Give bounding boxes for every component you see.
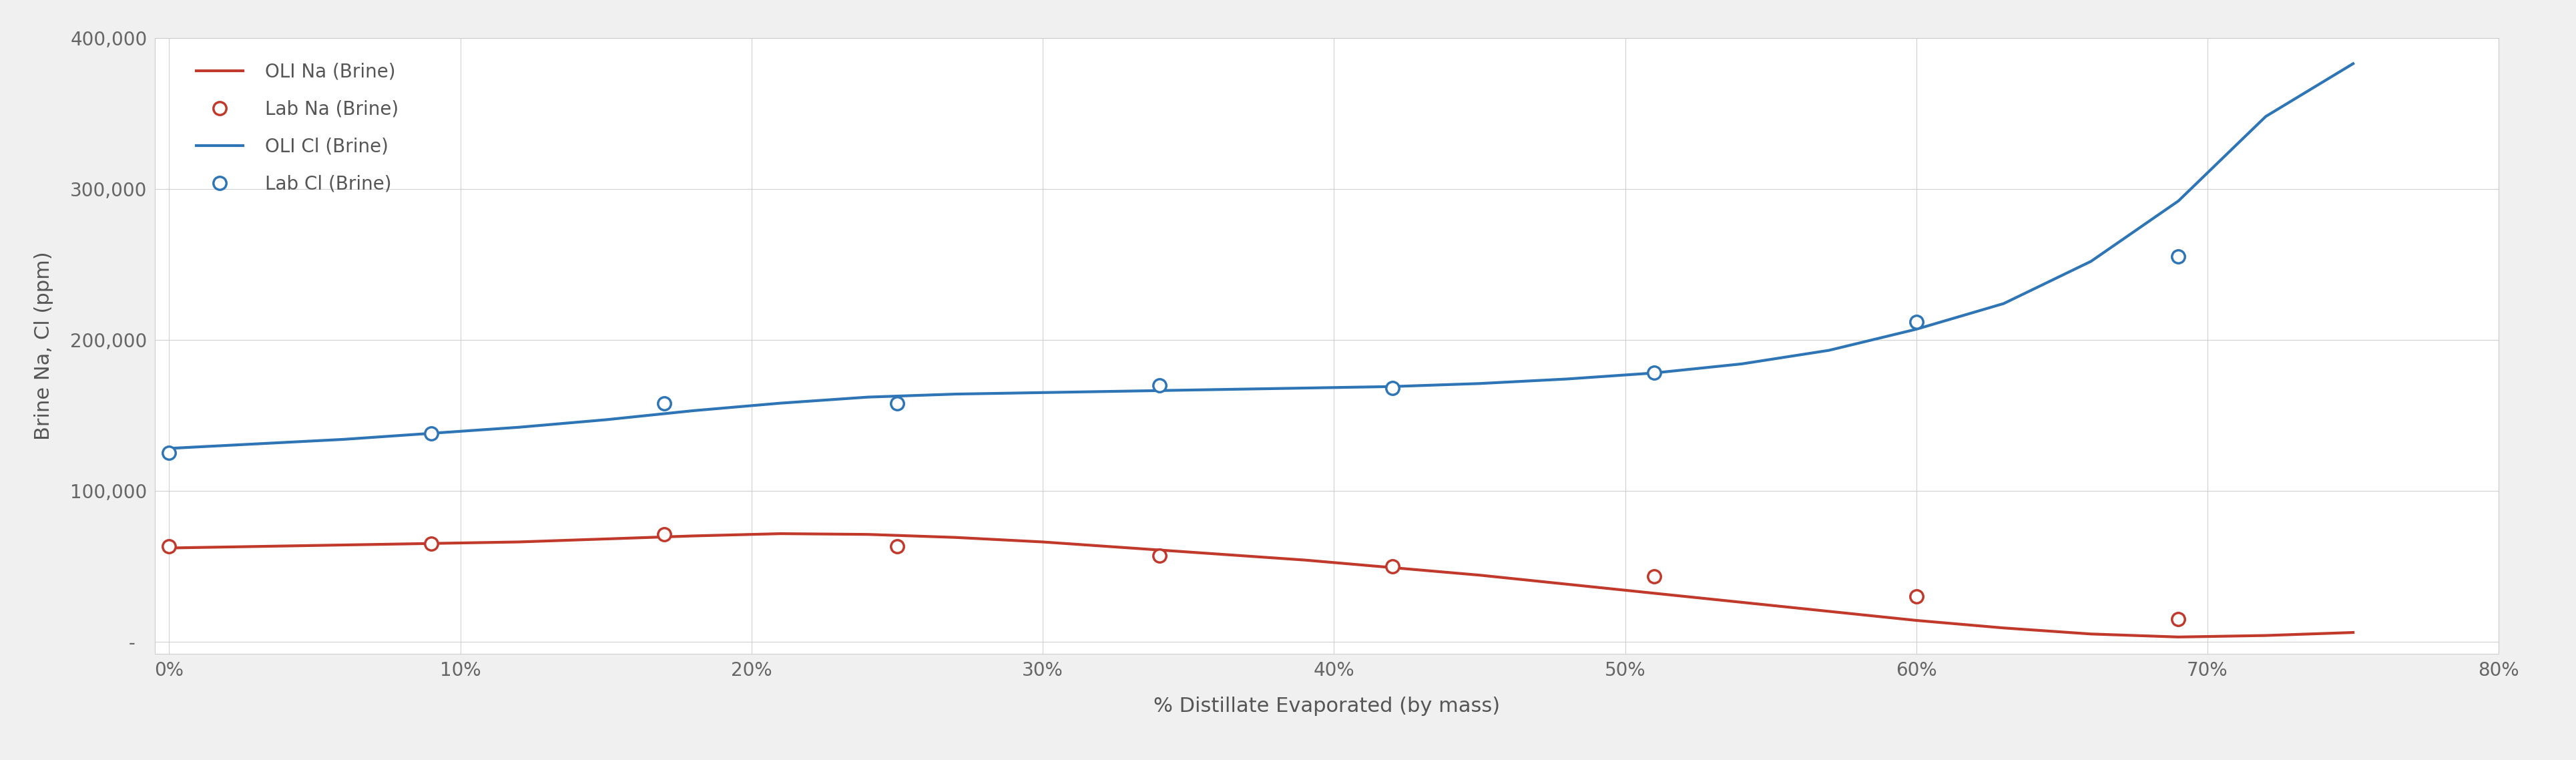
Lab Na (Brine) [1144,551,1175,560]
OLI Na (Brine) [415,539,446,548]
Lab Na (Brine) [2164,614,2195,623]
Lab Cl (Brine) [1376,384,1406,393]
Line: OLI Cl (Brine): OLI Cl (Brine) [170,64,2352,448]
X-axis label: % Distillate Evaporated (by mass): % Distillate Evaporated (by mass) [1154,696,1499,716]
OLI Cl (Brine) [1726,359,1757,369]
Lab Na (Brine) [1638,572,1669,581]
OLI Cl (Brine) [242,439,273,448]
OLI Na (Brine) [765,529,796,538]
OLI Cl (Brine) [1291,384,1321,393]
OLI Na (Brine) [327,540,358,549]
OLI Cl (Brine) [765,398,796,407]
Lab Na (Brine) [881,542,912,551]
OLI Na (Brine) [1291,556,1321,565]
Lab Cl (Brine) [1144,381,1175,390]
Line: Lab Cl (Brine): Lab Cl (Brine) [162,250,2184,459]
OLI Cl (Brine) [1203,385,1234,394]
OLI Cl (Brine) [2251,112,2282,121]
Y-axis label: Brine Na, Cl (ppm): Brine Na, Cl (ppm) [33,252,54,440]
OLI Cl (Brine) [155,444,185,453]
Lab Cl (Brine) [1638,369,1669,378]
Line: OLI Na (Brine): OLI Na (Brine) [170,534,2352,637]
OLI Na (Brine) [853,530,884,539]
OLI Cl (Brine) [1989,299,2020,308]
Lab Na (Brine) [1376,562,1406,571]
Legend: OLI Na (Brine), Lab Na (Brine), OLI Cl (Brine), Lab Cl (Brine): OLI Na (Brine), Lab Na (Brine), OLI Cl (… [188,53,407,202]
OLI Cl (Brine) [1901,325,1932,334]
OLI Cl (Brine) [1028,388,1059,397]
OLI Cl (Brine) [2164,196,2195,205]
OLI Na (Brine) [940,533,971,542]
OLI Cl (Brine) [677,406,708,415]
OLI Cl (Brine) [327,435,358,444]
OLI Cl (Brine) [1376,382,1406,391]
OLI Na (Brine) [1463,571,1494,580]
OLI Na (Brine) [1376,563,1406,572]
Lab Na (Brine) [649,530,680,539]
OLI Na (Brine) [2251,631,2282,640]
OLI Na (Brine) [1115,543,1146,553]
OLI Na (Brine) [155,543,185,553]
OLI Na (Brine) [1028,537,1059,546]
OLI Cl (Brine) [853,392,884,401]
OLI Na (Brine) [1814,606,1844,616]
Lab Cl (Brine) [415,429,446,438]
OLI Na (Brine) [1726,597,1757,606]
Lab Cl (Brine) [2164,252,2195,261]
Lab Cl (Brine) [649,398,680,407]
Lab Na (Brine) [415,539,446,548]
OLI Cl (Brine) [1115,387,1146,396]
Line: Lab Na (Brine): Lab Na (Brine) [162,528,2184,625]
OLI Na (Brine) [1989,623,2020,632]
OLI Na (Brine) [242,542,273,551]
OLI Cl (Brine) [590,415,621,424]
OLI Cl (Brine) [502,423,533,432]
Lab Cl (Brine) [155,448,185,458]
OLI Na (Brine) [2076,629,2107,638]
OLI Cl (Brine) [1551,375,1582,384]
OLI Na (Brine) [2164,632,2195,641]
OLI Na (Brine) [2336,628,2367,637]
OLI Cl (Brine) [415,429,446,438]
OLI Na (Brine) [1901,616,1932,625]
OLI Cl (Brine) [1463,379,1494,388]
OLI Cl (Brine) [1638,369,1669,378]
Lab Cl (Brine) [881,398,912,407]
OLI Cl (Brine) [2076,257,2107,266]
OLI Cl (Brine) [940,390,971,399]
Lab Cl (Brine) [1901,317,1932,326]
OLI Cl (Brine) [1814,346,1844,355]
OLI Na (Brine) [1551,580,1582,589]
OLI Cl (Brine) [2336,59,2367,68]
OLI Na (Brine) [1638,589,1669,598]
Lab Na (Brine) [1901,592,1932,601]
OLI Na (Brine) [502,537,533,546]
Lab Na (Brine) [155,542,185,551]
OLI Na (Brine) [677,531,708,540]
OLI Na (Brine) [590,534,621,543]
OLI Na (Brine) [1203,549,1234,559]
